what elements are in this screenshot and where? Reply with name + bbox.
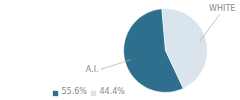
svg-text:44.4%: 44.4% xyxy=(100,87,126,96)
svg-text:55.6%: 55.6% xyxy=(62,87,88,96)
svg-text:A.I.: A.I. xyxy=(86,65,99,74)
svg-text:WHITE: WHITE xyxy=(209,4,235,13)
